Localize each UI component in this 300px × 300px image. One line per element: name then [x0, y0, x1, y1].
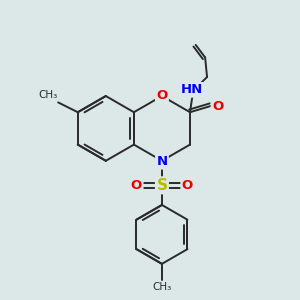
Text: CH₃: CH₃	[38, 90, 57, 100]
Text: O: O	[156, 88, 168, 101]
Text: O: O	[131, 179, 142, 192]
Text: S: S	[156, 178, 167, 193]
Text: CH₃: CH₃	[152, 282, 172, 292]
Text: HN: HN	[181, 83, 203, 96]
Text: N: N	[156, 155, 167, 168]
Text: O: O	[212, 100, 223, 112]
Text: O: O	[182, 179, 193, 192]
